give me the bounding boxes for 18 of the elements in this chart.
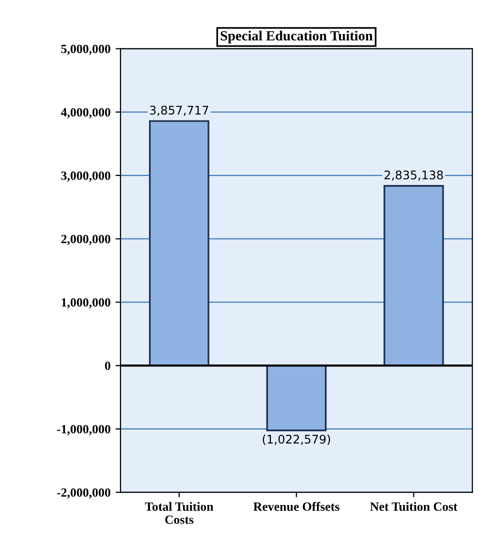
y-tick-label: 3,000,000 — [61, 171, 110, 182]
y-tick-label: -2,000,000 — [57, 488, 110, 499]
bar — [266, 364, 327, 432]
chart-title: Special Education Tuition — [220, 30, 373, 44]
x-tick-label: Total Tuition Costs — [144, 502, 214, 524]
data-label: 3,857,717 — [150, 106, 208, 116]
x-tick-label: Net Tuition Cost — [370, 502, 458, 511]
x-tick-label: Revenue Offsets — [253, 502, 340, 511]
data-label: (1,022,579) — [262, 434, 330, 446]
y-tick-label: 0 — [105, 362, 110, 370]
y-tick-label: 5,000,000 — [61, 44, 110, 55]
data-label: 2,835,138 — [384, 170, 443, 181]
bar — [148, 120, 210, 366]
y-tick-label: 4,000,000 — [60, 108, 110, 118]
bar — [384, 185, 444, 366]
y-tick-label: 1,000,000 — [62, 298, 110, 308]
y-tick-label: 2,000,000 — [61, 234, 110, 246]
y-tick-label: -1,000,000 — [57, 424, 110, 436]
